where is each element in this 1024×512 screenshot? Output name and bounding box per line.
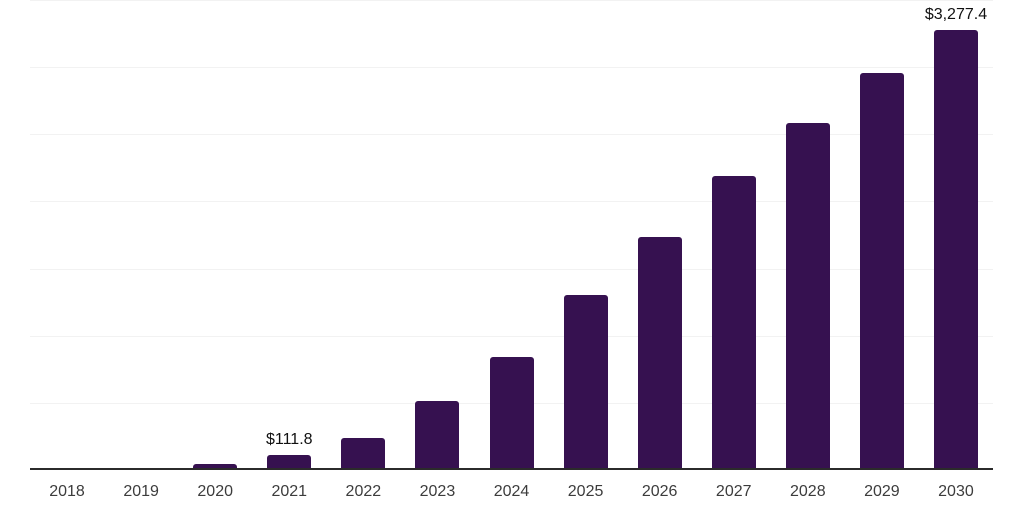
x-tick-2030: 2030 xyxy=(938,483,974,500)
x-tick-2022: 2022 xyxy=(345,483,382,500)
x-tick-2028: 2028 xyxy=(790,483,826,500)
bar-2029[interactable] xyxy=(859,72,904,470)
x-tick-2018: 2018 xyxy=(49,483,85,500)
bar-2021[interactable] xyxy=(267,455,312,470)
gridline-3500 xyxy=(30,0,993,1)
bar-2020[interactable] xyxy=(193,463,238,470)
gridline-1500 xyxy=(30,268,993,270)
bar-2027[interactable] xyxy=(711,175,756,470)
bar-2023[interactable] xyxy=(415,400,460,470)
bar-2022[interactable] xyxy=(341,438,386,470)
bar-2026[interactable] xyxy=(637,237,682,470)
x-tick-2021: 2021 xyxy=(271,483,308,500)
gridline-2500 xyxy=(30,134,993,136)
x-tick-2024: 2024 xyxy=(493,483,530,500)
bar-2030[interactable] xyxy=(933,29,978,470)
x-tick-2029: 2029 xyxy=(864,483,900,500)
x-tick-2019: 2019 xyxy=(123,483,159,500)
bar-2025[interactable] xyxy=(563,295,608,470)
x-tick-2025: 2025 xyxy=(567,483,604,500)
x-axis-line xyxy=(30,468,993,470)
bar-2028[interactable] xyxy=(785,122,830,470)
x-tick-2020: 2020 xyxy=(197,483,233,500)
value-label-2030: $3,277.4 xyxy=(924,5,988,23)
plot-area: $111.8 $3,277.4 xyxy=(30,0,993,470)
x-axis-tick-labels: 2018 2019 2020 2021 2022 2023 2024 2025 2026 2027… xyxy=(30,484,993,506)
value-label-2021: $111.8 xyxy=(265,431,313,448)
x-tick-2026: 2026 xyxy=(641,483,678,500)
x-tick-2023: 2023 xyxy=(419,483,456,500)
gridline-2000 xyxy=(30,201,993,203)
gridline-1000 xyxy=(30,335,993,337)
gridline-3000 xyxy=(30,67,993,69)
bar-2024[interactable] xyxy=(489,356,534,470)
x-tick-2027: 2027 xyxy=(715,483,752,500)
